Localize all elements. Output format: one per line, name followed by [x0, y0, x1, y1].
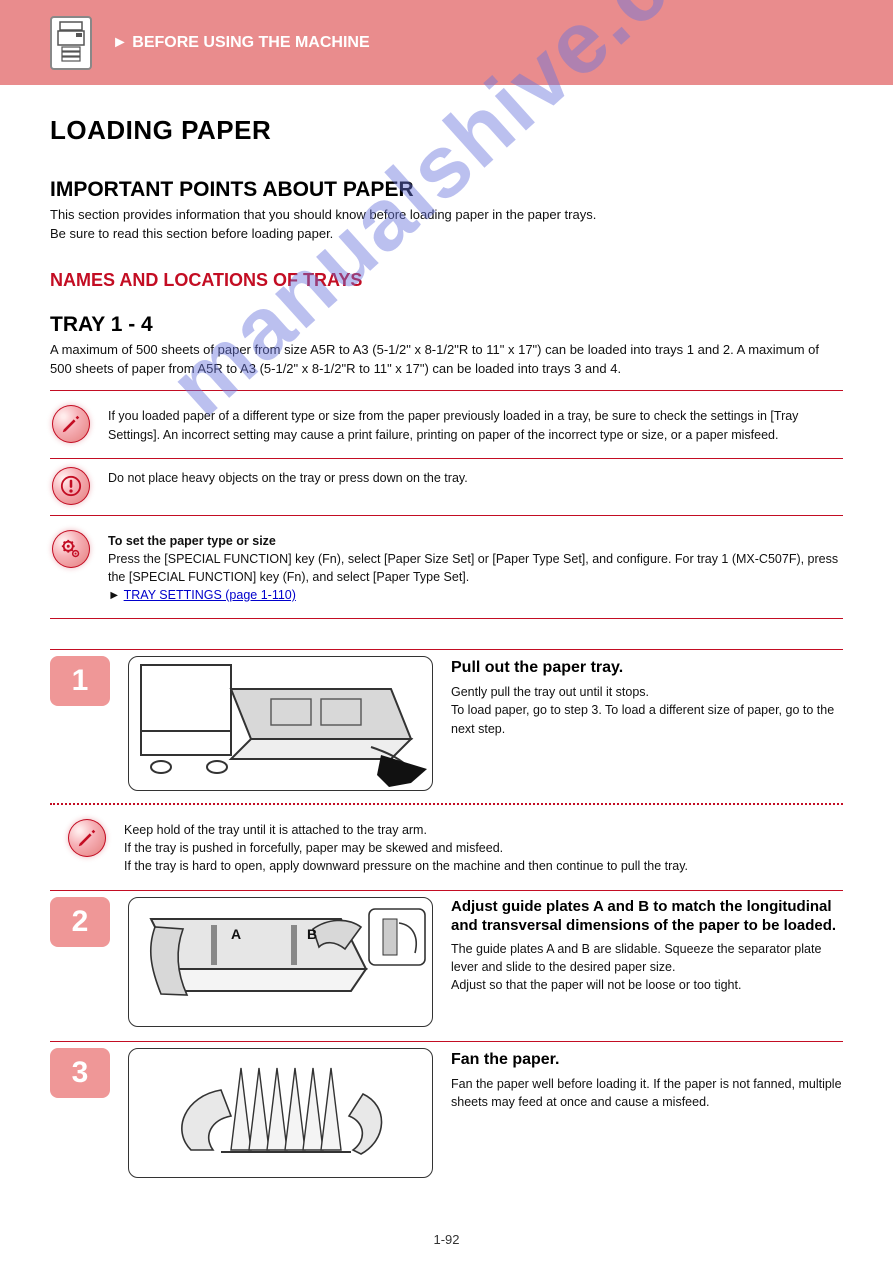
step-2-title: Adjust guide plates A and B to match the… — [451, 897, 843, 936]
tray-1-4-text: A maximum of 500 sheets of paper from si… — [50, 341, 843, 379]
svg-text:B: B — [307, 926, 317, 942]
step-2-number: 2 — [50, 897, 110, 947]
heading-tray-names: NAMES AND LOCATIONS OF TRAYS — [50, 270, 843, 291]
step-1-row: 1 Pull out the paper tray. Gently pull t… — [50, 650, 843, 797]
step-3-image — [128, 1048, 433, 1178]
chapter-header: ► BEFORE USING THE MACHINE — [0, 0, 893, 85]
page-content: LOADING PAPER IMPORTANT POINTS ABOUT PAP… — [0, 115, 893, 1224]
heading-tray-1-4: TRAY 1 - 4 — [50, 313, 843, 337]
note-warning-text: Do not place heavy objects on the tray o… — [108, 467, 468, 487]
tray-settings-link[interactable]: TRAY SETTINGS (page 1-110) — [124, 588, 296, 602]
heading-important-points: IMPORTANT POINTS ABOUT PAPER — [50, 178, 843, 202]
pencil-icon — [68, 819, 106, 857]
gear-icon — [52, 530, 90, 568]
note-pencil-row: If you loaded paper of a different type … — [50, 391, 843, 457]
step-2-text: Adjust guide plates A and B to match the… — [451, 897, 843, 994]
svg-text:A: A — [231, 926, 241, 942]
step-2-image: A B — [128, 897, 433, 1027]
note-gear-text: To set the paper type or size Press the … — [108, 530, 841, 605]
step-3-text: Fan the paper. Fan the paper well before… — [451, 1048, 843, 1111]
pencil-icon — [52, 405, 90, 443]
step-1-text: Pull out the paper tray. Gently pull the… — [451, 656, 843, 738]
step-1-desc: Gently pull the tray out until it stops.… — [451, 683, 843, 737]
note-gear-body: Press the [SPECIAL FUNCTION] key (Fn), s… — [108, 550, 841, 586]
note-step1-text: Keep hold of the tray until it is attach… — [124, 819, 688, 875]
note-gear-label: To set the paper type or size — [108, 532, 841, 550]
intro-text: This section provides information that y… — [50, 206, 843, 244]
chapter-link-arrow: ► — [112, 34, 128, 51]
note-step1-row: Keep hold of the tray until it is attach… — [50, 805, 843, 889]
step-3-title: Fan the paper. — [451, 1048, 843, 1071]
chapter-label: BEFORE USING THE MACHINE — [132, 34, 369, 51]
step-3-number: 3 — [50, 1048, 110, 1098]
note-gear-link-prefix: ► — [108, 588, 124, 602]
note-warning-row: Do not place heavy objects on the tray o… — [50, 459, 843, 515]
step-1-title: Pull out the paper tray. — [451, 656, 843, 679]
note-gear-row: To set the paper type or size Press the … — [50, 516, 843, 619]
step-1-image — [128, 656, 433, 791]
note-pencil-text: If you loaded paper of a different type … — [108, 405, 841, 443]
step-2-row: 2 A B Adjust guide plates A and B to mat… — [50, 891, 843, 1033]
chapter-title[interactable]: ► BEFORE USING THE MACHINE — [112, 34, 370, 52]
step-1-number: 1 — [50, 656, 110, 706]
warning-icon — [52, 467, 90, 505]
step-2-desc: The guide plates A and B are slidable. S… — [451, 940, 843, 994]
step-3-desc: Fan the paper well before loading it. If… — [451, 1075, 843, 1111]
step-3-row: 3 Fan the paper. Fan the paper well befo… — [50, 1042, 843, 1184]
printer-icon — [50, 16, 92, 70]
heading-loading-paper: LOADING PAPER — [50, 115, 843, 146]
page-number: 1-92 — [0, 1232, 893, 1247]
